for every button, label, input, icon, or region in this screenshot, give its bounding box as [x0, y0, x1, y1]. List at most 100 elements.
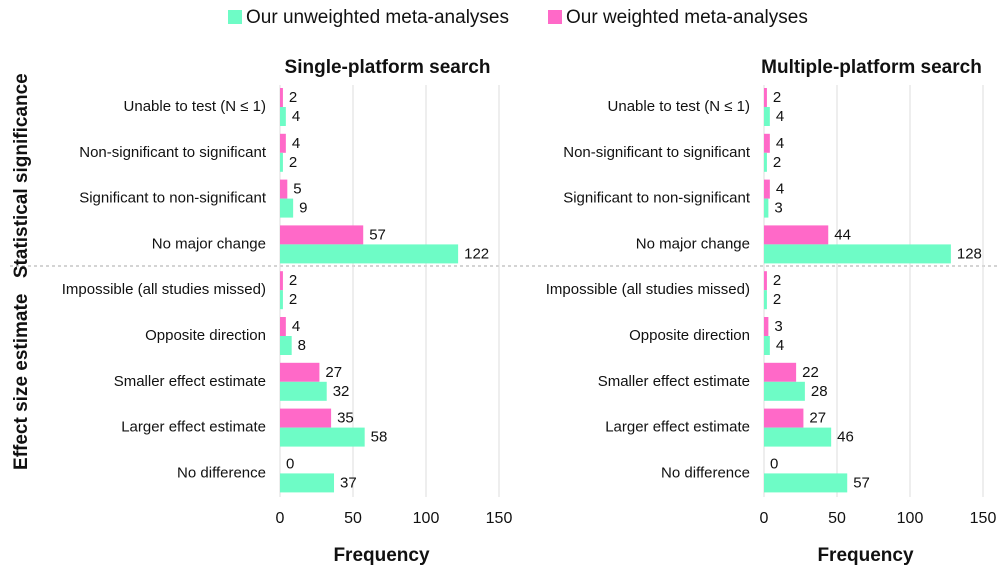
value-label: 27: [325, 364, 342, 381]
bar: [764, 88, 767, 107]
value-label: 4: [776, 337, 784, 354]
bar: [280, 107, 286, 126]
category-label: Significant to non-significant: [563, 190, 751, 207]
value-label: 35: [337, 410, 354, 427]
category-label: Smaller effect estimate: [114, 373, 266, 390]
panel-title: Multiple-platform search: [761, 57, 982, 78]
category-label: Unable to test (N ≤ 1): [608, 98, 750, 115]
bar: [280, 336, 292, 355]
bar: [280, 179, 288, 199]
value-label: 44: [834, 226, 851, 243]
legend-swatch: [548, 10, 562, 24]
category-label: Smaller effect estimate: [598, 373, 750, 390]
value-label: 2: [773, 272, 781, 289]
value-label: 122: [464, 245, 489, 262]
panel-title: Single-platform search: [285, 57, 491, 78]
category-label: Non-significant to significant: [79, 144, 267, 161]
value-label: 27: [809, 410, 826, 427]
x-tick-label: 150: [486, 510, 513, 527]
legend-label: Our weighted meta-analyses: [566, 7, 808, 28]
bar: [764, 244, 951, 264]
value-label: 8: [298, 337, 306, 354]
bar: [764, 381, 805, 401]
bar: [764, 198, 769, 218]
value-label: 37: [340, 474, 357, 491]
x-axis-label: Frequency: [333, 545, 430, 566]
value-label: 2: [773, 154, 781, 171]
bar: [764, 427, 832, 447]
value-label: 46: [837, 429, 854, 446]
legend-label: Our unweighted meta-analyses: [246, 7, 509, 28]
bar: [280, 198, 294, 218]
category-label: No difference: [177, 464, 266, 481]
bar: [280, 381, 327, 401]
bar: [280, 317, 286, 336]
category-label: Impossible (all studies missed): [62, 281, 266, 298]
x-tick-label: 0: [760, 510, 769, 527]
bar: [280, 88, 283, 107]
value-label: 3: [774, 200, 782, 217]
category-label: Larger effect estimate: [121, 419, 266, 436]
category-label: Significant to non-significant: [79, 190, 267, 207]
value-label: 4: [776, 181, 784, 198]
category-label: No major change: [152, 235, 266, 252]
category-label: Impossible (all studies missed): [546, 281, 750, 298]
value-label: 5: [293, 181, 301, 198]
value-label: 2: [289, 154, 297, 171]
bar: [280, 362, 320, 382]
bar: [280, 271, 283, 291]
value-label: 0: [770, 455, 778, 472]
bar: [764, 473, 848, 493]
value-label: 3: [774, 318, 782, 335]
bar: [764, 271, 767, 291]
bar: [764, 133, 770, 153]
value-label: 57: [853, 474, 870, 491]
value-label: 58: [371, 429, 388, 446]
bar: [764, 317, 769, 336]
value-label: 2: [289, 272, 297, 289]
x-tick-label: 50: [828, 510, 846, 527]
value-label: 22: [802, 364, 819, 381]
value-label: 4: [292, 108, 300, 125]
bar: [280, 408, 332, 428]
category-label: Opposite direction: [145, 327, 266, 344]
bar: [280, 225, 364, 245]
category-label: Non-significant to significant: [563, 144, 751, 161]
bar: [280, 473, 335, 493]
value-label: 57: [369, 226, 386, 243]
value-label: 4: [292, 318, 300, 335]
group-label: Statistical significance: [11, 73, 32, 278]
bar: [280, 244, 459, 264]
x-tick-label: 100: [413, 510, 440, 527]
value-label: 4: [292, 135, 300, 152]
x-axis-label: Frequency: [817, 545, 914, 566]
value-label: 4: [776, 135, 784, 152]
value-label: 9: [299, 200, 307, 217]
bar: [764, 290, 767, 310]
legend-swatch: [228, 10, 242, 24]
bar: [280, 427, 365, 447]
value-label: 2: [773, 89, 781, 106]
bar: [764, 107, 770, 126]
bar: [764, 336, 770, 355]
bar: [764, 362, 797, 382]
x-tick-label: 50: [344, 510, 362, 527]
value-label: 32: [333, 383, 350, 400]
category-label: No major change: [636, 235, 750, 252]
bar: [764, 152, 767, 172]
category-label: Unable to test (N ≤ 1): [124, 98, 266, 115]
group-label: Effect size estimate: [11, 294, 32, 470]
value-label: 28: [811, 383, 828, 400]
x-tick-label: 150: [970, 510, 997, 527]
category-label: Larger effect estimate: [605, 419, 750, 436]
value-label: 4: [776, 108, 784, 125]
bar: [280, 133, 286, 153]
x-tick-label: 100: [897, 510, 924, 527]
category-label: No difference: [661, 464, 750, 481]
bar: [764, 408, 804, 428]
x-tick-label: 0: [276, 510, 285, 527]
bar: [280, 290, 283, 310]
value-label: 2: [773, 291, 781, 308]
